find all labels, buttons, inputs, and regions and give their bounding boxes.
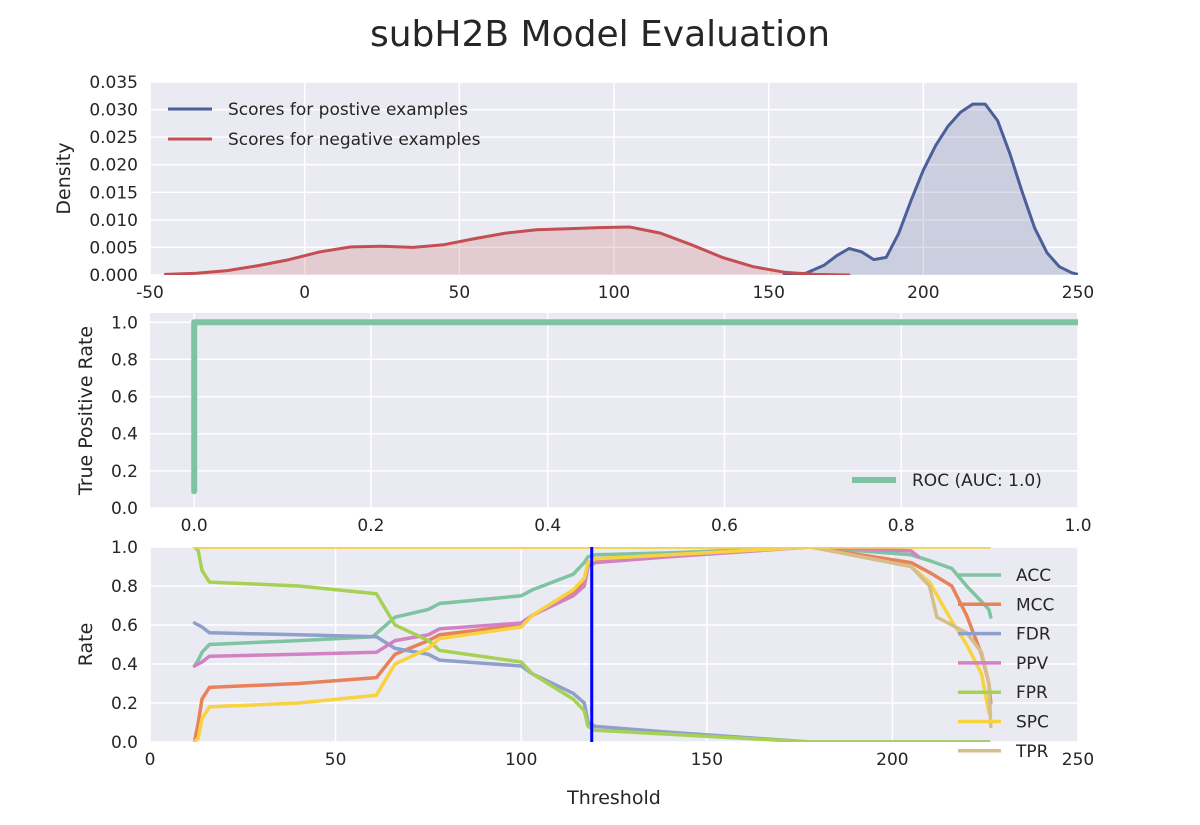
- y-tick-label: 0.005: [89, 238, 138, 258]
- y-tick-label: 0.0: [111, 499, 138, 519]
- plot-area: [150, 313, 1078, 508]
- x-tick-label: 250: [1062, 283, 1094, 303]
- legend-label: SPC: [1016, 713, 1049, 733]
- x-tick-label: 0.8: [888, 516, 915, 536]
- y-tick-label: 1.0: [111, 538, 138, 558]
- y-tick-label: 0.000: [89, 266, 138, 286]
- series-area-0: [784, 104, 1078, 275]
- legend-label: ROC (AUC: 1.0): [912, 471, 1042, 491]
- legend-label: MCC: [1016, 595, 1054, 615]
- y-tick-label: 0.2: [111, 694, 138, 714]
- y-tick-label: 0.0: [111, 733, 138, 753]
- y-tick-label: 0.015: [89, 183, 138, 203]
- roc-panel: 0.0 0.2 0.4 0.6 0.8 1.0 0.0 0.2 0.4 0.6 0.8 1.0 True…: [75, 313, 1092, 536]
- figure-title: subH2B Model Evaluation: [370, 14, 830, 55]
- legend: ACC MCC FDR PPV FPR SPC TPR: [958, 566, 1054, 762]
- y-tick-label: 0.6: [111, 388, 138, 408]
- density-panel: -50 0 50 100 150 200 250 0.000 0.005 0.010 0.015 0.…: [53, 73, 1094, 303]
- y-tick-label: 0.4: [111, 655, 138, 675]
- x-tick-label: 100: [598, 283, 630, 303]
- series-line-mcc: [192, 547, 993, 742]
- legend-label: Scores for postive examples: [228, 100, 468, 120]
- x-tick-label: 150: [752, 283, 784, 303]
- legend-label: Scores for negative examples: [228, 130, 481, 150]
- x-tick-label: 0.6: [711, 516, 738, 536]
- y-tick-label: 0.8: [111, 350, 138, 370]
- y-tick-label: 0.020: [89, 156, 138, 176]
- x-tick-label: 0.4: [534, 516, 561, 536]
- x-axis-label: Threshold: [566, 787, 661, 809]
- x-tick-label: 1.0: [1064, 516, 1091, 536]
- legend-label: PPV: [1016, 654, 1049, 674]
- x-tick-label: 200: [876, 750, 908, 770]
- y-tick-label: 0.030: [89, 101, 138, 121]
- y-axis-label: Rate: [75, 623, 97, 667]
- y-axis-label: True Positive Rate: [75, 326, 97, 496]
- series-line-scores-for-negative-examples: [164, 225, 851, 275]
- x-tick-label: 150: [691, 750, 723, 770]
- rate-panel: 0 50 100 150 200 250 0.0 0.2 0.4 0.6 0.8 1.0 Rate Thr…: [75, 538, 1094, 809]
- x-tick-label: 0.0: [181, 516, 208, 536]
- x-tick-label: 50: [449, 283, 471, 303]
- y-tick-label: 0.6: [111, 616, 138, 636]
- x-tick-label: 50: [325, 750, 347, 770]
- series-area-1: [165, 227, 850, 275]
- series-line-ppv: [192, 547, 921, 668]
- series-line-spc: [192, 547, 991, 742]
- y-tick-label: 0.8: [111, 577, 138, 597]
- legend-label: TPR: [1015, 742, 1049, 762]
- series-line-tpr: [192, 547, 993, 729]
- x-tick-label: 0: [299, 283, 310, 303]
- legend: Scores for postive examples Scores for ne…: [168, 100, 481, 150]
- x-tick-label: 0: [145, 750, 156, 770]
- y-tick-label: 0.2: [111, 462, 138, 482]
- legend: ROC (AUC: 1.0): [852, 471, 1042, 491]
- y-tick-label: 0.010: [89, 211, 138, 231]
- series-line-acc: [192, 547, 993, 668]
- legend-label: ACC: [1016, 566, 1051, 586]
- series-line-fpr: [192, 547, 991, 742]
- series-line-scores-for-postive-examples: [782, 102, 1078, 275]
- legend-label: FPR: [1016, 683, 1048, 703]
- x-tick-label: 100: [505, 750, 537, 770]
- y-tick-label: 0.035: [89, 73, 138, 93]
- y-tick-label: 0.025: [89, 128, 138, 148]
- legend-label: FDR: [1016, 625, 1051, 645]
- y-tick-label: 0.4: [111, 425, 138, 445]
- y-tick-label: 1.0: [111, 313, 138, 333]
- x-tick-label: 200: [907, 283, 939, 303]
- series-line-fdr: [192, 621, 991, 742]
- x-tick-label: 250: [1062, 750, 1094, 770]
- x-tick-label: 0.2: [357, 516, 384, 536]
- series-line-roc-auc-1-0-: [191, 319, 1078, 495]
- x-tick-label: -50: [136, 283, 164, 303]
- y-axis-label: Density: [53, 142, 75, 214]
